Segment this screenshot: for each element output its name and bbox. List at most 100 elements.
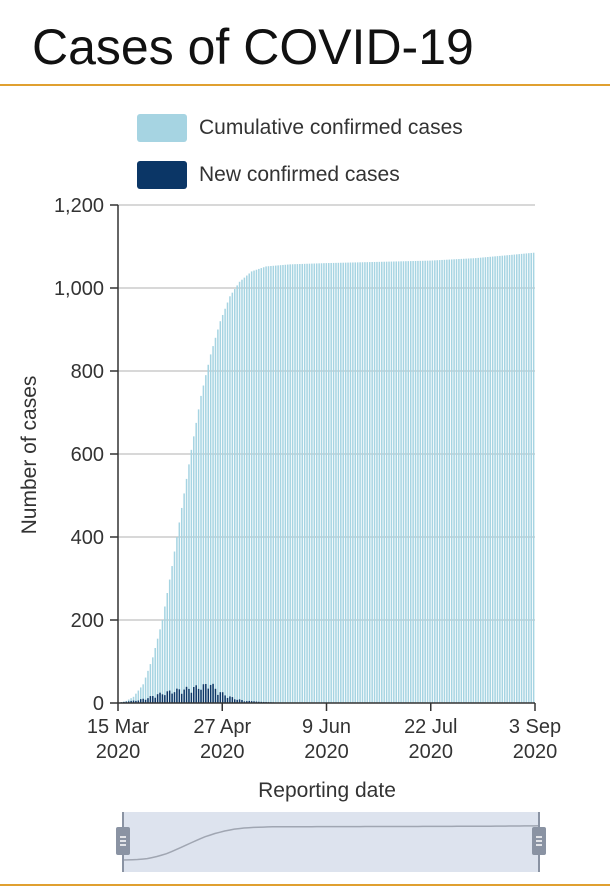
new-case-bar	[180, 693, 183, 703]
new-case-bar	[161, 694, 164, 703]
new-case-bar	[238, 699, 241, 703]
cumulative-bar	[236, 285, 238, 703]
cumulative-bar	[400, 261, 402, 703]
new-case-bar	[236, 699, 238, 703]
cumulative-bar	[337, 262, 340, 703]
cumulative-bar	[499, 255, 501, 703]
cumulative-bar	[371, 262, 373, 703]
cumulative-bar	[219, 321, 222, 703]
cumulative-bar	[419, 260, 422, 703]
cumulative-bar	[308, 263, 311, 703]
cumulative-bar	[429, 260, 431, 703]
cumulative-bar	[130, 698, 132, 703]
cumulative-bar	[180, 507, 183, 703]
cumulative-bar	[361, 262, 364, 703]
cumulative-bar	[342, 262, 344, 703]
new-case-bar	[212, 683, 214, 703]
cumulative-bar	[166, 593, 169, 703]
new-case-bar	[135, 700, 137, 703]
cumulative-bar	[299, 264, 301, 703]
cumulative-bar	[272, 265, 275, 703]
new-case-bar	[209, 684, 212, 703]
x-tick-label: 3 Sep	[509, 716, 561, 738]
cumulative-bar	[132, 696, 135, 703]
cumulative-bar	[161, 620, 164, 703]
new-case-bar	[243, 701, 246, 703]
cumulative-bar	[168, 579, 171, 703]
range-navigator[interactable]	[116, 812, 546, 872]
navigator-right-handle[interactable]	[532, 827, 546, 855]
cumulative-bar	[453, 259, 455, 703]
cumulative-bar	[229, 296, 231, 703]
new-case-bar	[168, 690, 171, 703]
cumulative-bar	[484, 257, 487, 703]
x-tick-label: 9 Jun	[302, 716, 351, 738]
cumulative-bar	[347, 262, 349, 703]
cumulative-bar	[417, 260, 419, 703]
cumulative-bar	[147, 670, 149, 703]
cumulative-bar	[487, 257, 489, 703]
cumulative-bar	[217, 329, 219, 703]
legend-swatch-new	[137, 161, 187, 189]
cumulative-bar	[414, 260, 417, 703]
cumulative-bar	[330, 262, 332, 703]
cumulative-bar	[455, 259, 458, 703]
cumulative-bar	[467, 258, 470, 703]
cumulative-bar	[306, 263, 308, 703]
cumulative-bar	[436, 260, 438, 703]
navigator-overview-line	[122, 825, 540, 861]
cumulative-bar	[482, 257, 484, 703]
new-case-bar	[193, 687, 195, 703]
cumulative-bar	[265, 266, 267, 703]
y-tick-labels: 0 200 400 600 800 1,000 1,200	[54, 195, 118, 715]
navigator-left-handle[interactable]	[116, 827, 130, 855]
cumulative-bar	[472, 258, 475, 703]
cumulative-bar	[402, 261, 405, 703]
cumulative-bar	[434, 260, 436, 703]
cumulative-bar	[243, 277, 246, 703]
new-case-bar	[195, 685, 197, 703]
legend-item-cumulative[interactable]: Cumulative confirmed cases	[137, 114, 463, 142]
cumulative-bar	[366, 262, 369, 703]
x-tick-label: 27 Apr	[193, 716, 251, 738]
cumulative-bar	[238, 281, 241, 703]
new-case-bar	[219, 692, 222, 703]
cumulative-bar	[356, 262, 359, 703]
cumulative-bar	[328, 263, 330, 703]
y-tick-label: 600	[71, 444, 104, 466]
cumulative-bar	[296, 264, 299, 703]
cumulative-bar	[395, 261, 398, 703]
cumulative-bar	[241, 279, 243, 703]
new-case-bar	[226, 697, 229, 703]
cumulative-bar	[373, 261, 376, 703]
cumulative-bar	[214, 337, 217, 703]
cumulative-bar	[460, 258, 463, 703]
cumulative-bar	[424, 260, 426, 703]
cumulative-bar	[154, 648, 156, 703]
new-case-bar	[156, 694, 159, 703]
x-tick-year-label: 2020	[513, 741, 558, 763]
x-tick-year-label: 2020	[96, 741, 141, 763]
cumulative-bar	[282, 264, 284, 703]
cumulative-bar	[525, 253, 528, 703]
cumulative-bar	[284, 264, 287, 703]
cumulative-bar	[491, 256, 494, 703]
new-case-bar	[205, 683, 207, 703]
cumulative-bar	[506, 255, 508, 703]
cumulative-bar	[388, 261, 390, 703]
y-tick-label: 800	[71, 361, 104, 383]
cumulative-bar	[477, 257, 479, 703]
cumulative-bar	[489, 256, 492, 703]
cumulative-bar	[137, 690, 140, 703]
cumulative-bar	[508, 255, 511, 703]
cumulative-bar	[412, 261, 414, 703]
cumulative-bar	[344, 262, 347, 703]
new-case-bar	[250, 701, 253, 703]
cumulative-bar	[443, 259, 446, 703]
legend-item-new[interactable]: New confirmed cases	[137, 161, 400, 189]
y-tick-label: 400	[71, 527, 104, 549]
cumulative-bar	[164, 606, 166, 703]
x-tick-year-label: 2020	[200, 741, 245, 763]
cumulative-bar	[359, 262, 361, 703]
cumulative-bar	[289, 264, 291, 703]
